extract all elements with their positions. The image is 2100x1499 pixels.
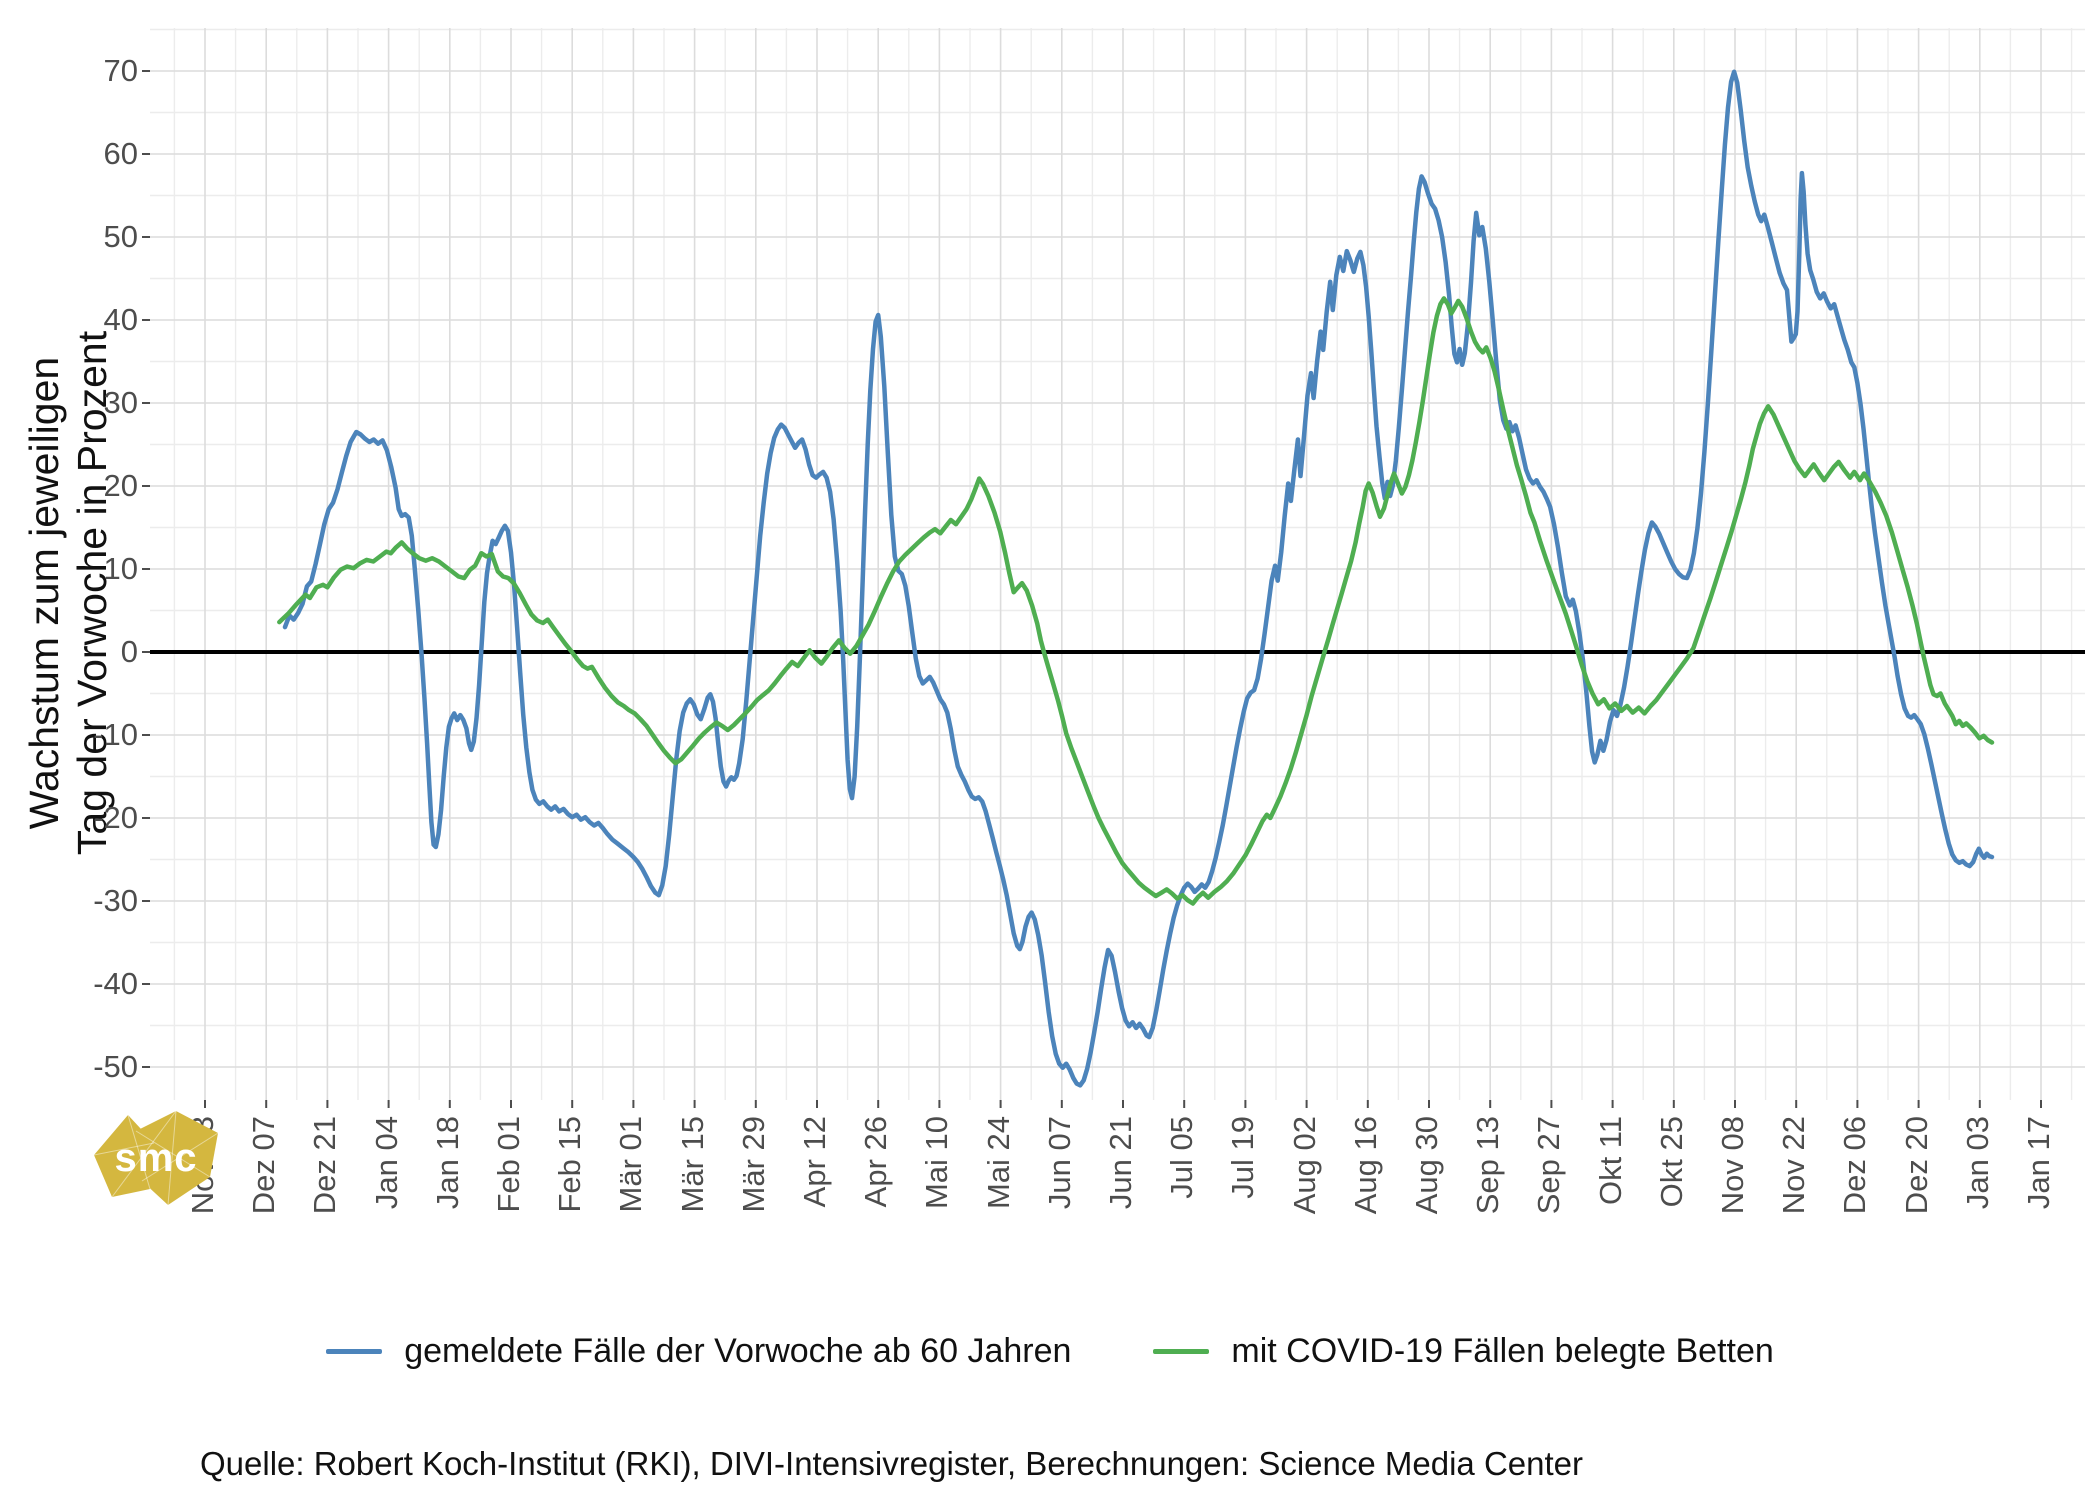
smc-logo-right-facet <box>136 1111 218 1205</box>
y-tick-label: 50 <box>103 219 138 254</box>
x-tick-label: Feb 01 <box>491 1116 526 1213</box>
x-tick-label: Feb 15 <box>552 1116 588 1213</box>
x-tick-label: Jun 21 <box>1103 1116 1138 1210</box>
x-tick-label: Dez 06 <box>1837 1116 1873 1215</box>
x-tick-label: Dez 21 <box>307 1116 343 1215</box>
x-tick-label: Dez 07 <box>246 1116 282 1215</box>
x-tick-label: Mär 15 <box>674 1116 710 1213</box>
y-tick-label: 20 <box>103 468 138 503</box>
y-tick-label: -30 <box>93 883 138 918</box>
x-tick-label: Aug 16 <box>1347 1116 1383 1215</box>
x-tick-label: Dez 20 <box>1898 1116 1934 1215</box>
series-line-covid-beds <box>277 296 1995 906</box>
source-caption: Quelle: Robert Koch-Institut (RKI), DIVI… <box>200 1445 1583 1482</box>
data-series-lines <box>277 69 1995 1088</box>
smc-logo-facet-lines <box>93 1110 219 1206</box>
x-tick-label: Jul 05 <box>1164 1116 1200 1199</box>
smc-logo: smc <box>93 1110 219 1206</box>
y-tick-label: 10 <box>103 551 138 586</box>
x-tick-label: Jun 07 <box>1041 1116 1077 1210</box>
x-tick-label: Apr 12 <box>797 1116 832 1208</box>
x-tick-label: Mär 01 <box>613 1116 649 1213</box>
x-tick-label: Mai 24 <box>980 1116 1016 1210</box>
y-tick-label: -40 <box>93 966 138 1001</box>
legend-label-cases: gemeldete Fälle der Vorwoche ab 60 Jahre… <box>404 1332 1072 1370</box>
x-tick-label: Jan 18 <box>429 1116 465 1210</box>
x-tick-label: Mär 29 <box>735 1116 771 1213</box>
legend: gemeldete Fälle der Vorwoche ab 60 Jahre… <box>0 1332 2100 1371</box>
x-tick-label: Okt 25 <box>1653 1116 1689 1208</box>
x-tick-label: Jan 04 <box>368 1116 404 1210</box>
smc-logo-text: smc <box>114 1136 197 1180</box>
legend-key-blue-line <box>326 1349 383 1354</box>
axis-tick-marks <box>142 70 2042 1108</box>
legend-item-beds: mit COVID-19 Fällen belegte Betten <box>1153 1332 1774 1371</box>
y-tick-label: 30 <box>103 385 138 420</box>
series-line-cases-60plus <box>282 69 1995 1088</box>
y-tick-label: 70 <box>103 53 138 88</box>
x-tick-label: Sep 13 <box>1470 1116 1506 1215</box>
grid-minor-lines <box>150 28 2085 1100</box>
x-tick-label: Nov 08 <box>1715 1116 1750 1215</box>
x-tick-label: Jan 17 <box>2021 1116 2056 1210</box>
legend-item-cases: gemeldete Fälle der Vorwoche ab 60 Jahre… <box>326 1332 1071 1371</box>
y-tick-label: 0 <box>120 634 138 669</box>
legend-key-green-line <box>1153 1349 1210 1354</box>
x-tick-label: Nov 22 <box>1776 1116 1812 1215</box>
y-tick-label: -20 <box>93 800 138 835</box>
y-tick-label: 40 <box>103 302 138 337</box>
x-tick-label: Mai 10 <box>919 1116 955 1210</box>
y-tick-label: -10 <box>93 717 138 752</box>
x-tick-label: Aug 30 <box>1409 1116 1444 1215</box>
x-tick-label: Apr 26 <box>858 1116 894 1208</box>
x-tick-label: Sep 27 <box>1531 1116 1567 1215</box>
y-tick-label: 60 <box>103 136 138 171</box>
x-tick-label: Aug 02 <box>1286 1116 1322 1215</box>
x-tick-label: Okt 11 <box>1592 1116 1628 1206</box>
x-tick-label: Jul 19 <box>1225 1116 1261 1199</box>
y-tick-label: -50 <box>93 1049 138 1084</box>
x-tick-label: Jan 03 <box>1959 1116 1995 1210</box>
legend-label-beds: mit COVID-19 Fällen belegte Betten <box>1231 1332 1774 1370</box>
